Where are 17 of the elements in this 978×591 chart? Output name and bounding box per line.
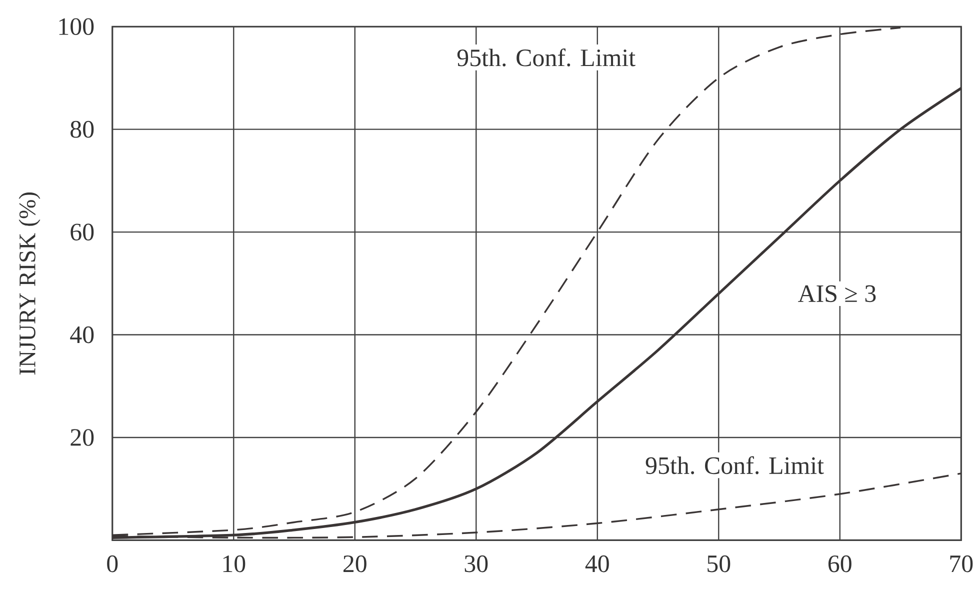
y-tick-label: 40 bbox=[70, 326, 94, 343]
x-tick-label: 20 bbox=[343, 555, 366, 572]
x-tick-label: 40 bbox=[585, 555, 609, 572]
x-tick-label: 50 bbox=[708, 555, 730, 572]
y-axis-title: INJURY RISK (%) bbox=[18, 192, 40, 374]
y-tick-label: 60 bbox=[70, 223, 94, 240]
annotation: 95th. Conf. Limit bbox=[646, 456, 824, 474]
x-tick-label: 70 bbox=[950, 555, 973, 572]
y-tick-label: 20 bbox=[70, 428, 94, 446]
x-tick-label: 0 bbox=[107, 555, 118, 572]
x-tick-label: 60 bbox=[828, 555, 852, 572]
y-tick-label: 80 bbox=[70, 120, 94, 138]
annotation: AIS ≥ 3 bbox=[798, 285, 876, 302]
y-tick-label: 100 bbox=[59, 18, 94, 35]
annotation: 95th. Conf. Limit bbox=[457, 48, 636, 66]
x-tick-label: 30 bbox=[464, 555, 488, 572]
x-tick-label: 10 bbox=[223, 555, 246, 572]
